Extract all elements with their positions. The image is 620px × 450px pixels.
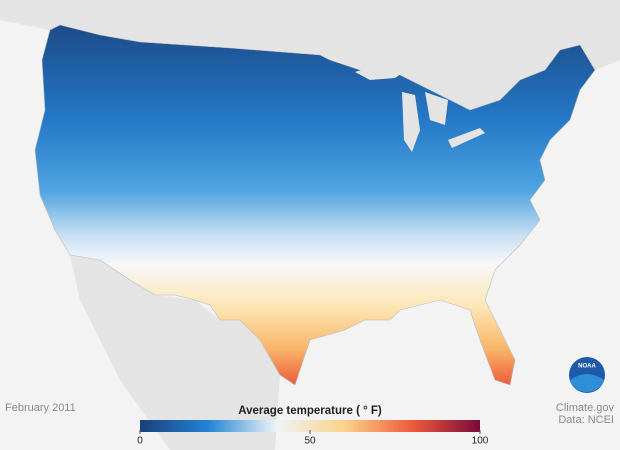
colorbar-tick-label: 100 [472, 436, 489, 447]
logo-wave [570, 374, 604, 393]
logo-text: NOAA [578, 364, 596, 370]
canada [0, 0, 620, 110]
colorbar-tick-label: 50 [304, 436, 316, 447]
mexico [70, 255, 280, 450]
colorbar [140, 420, 480, 432]
legend-title: Average temperature ( ° F) [238, 405, 382, 417]
united-states [34, 24, 596, 386]
source: Climate.gov [556, 402, 615, 414]
credit: Data: NCEI [558, 414, 614, 426]
colorbar-tick-label: 0 [137, 436, 143, 447]
date: February 2011 [5, 402, 76, 414]
lake-erie [448, 128, 485, 148]
lake-huron [425, 92, 448, 125]
noaa-logo: NOAA [569, 357, 605, 393]
lake-michigan [402, 92, 420, 152]
lake-superior [355, 62, 410, 80]
